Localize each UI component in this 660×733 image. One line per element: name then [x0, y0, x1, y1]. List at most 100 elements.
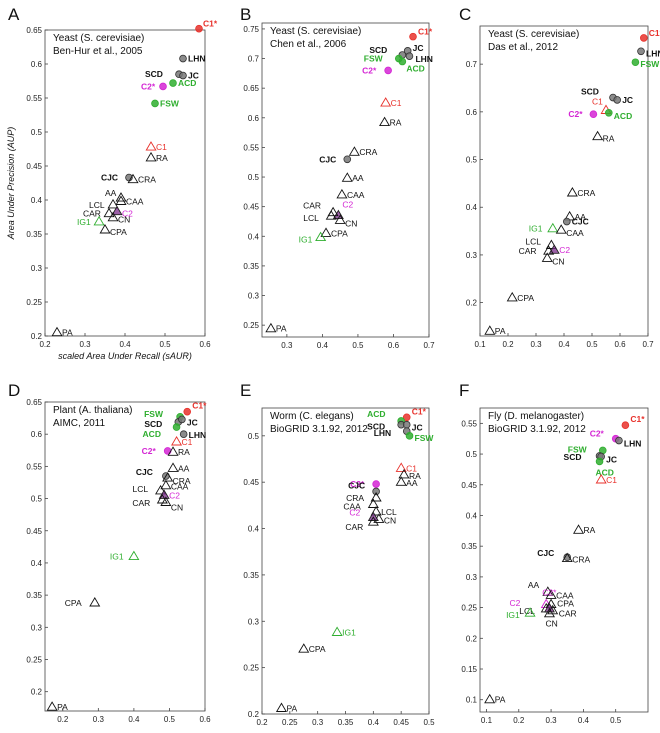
y-tick-label: 0.7 — [248, 55, 260, 64]
point-label: C2 — [169, 490, 180, 500]
point-label: CRA — [577, 188, 595, 198]
point-label: RA — [390, 118, 402, 128]
point-label: FSW — [568, 444, 588, 454]
point-label: PA — [495, 695, 506, 705]
panel-letter: D — [8, 381, 20, 400]
point-label: FSW — [640, 59, 660, 69]
panel-title: Fly (D. melanogaster) — [488, 411, 584, 422]
y-tick-label: 0.5 — [248, 432, 260, 441]
point-lcl — [370, 506, 382, 516]
point-acd — [398, 57, 407, 66]
x-tick-label: 0.5 — [423, 718, 435, 727]
panel-subtitle: BioGRID 3.1.92, 2012 — [270, 424, 368, 435]
point-label: C2* — [350, 479, 365, 489]
point-label: RA — [584, 525, 596, 535]
point-label: CAA — [347, 190, 365, 200]
y-tick-label: 0.55 — [461, 419, 477, 428]
point-label: AA — [528, 580, 540, 590]
point-c1 — [395, 462, 407, 472]
point-cjc — [372, 487, 380, 496]
panel-d: D Plant (A. thaliana) AIMC, 2011 0.2 0.3 0.4 0… — [8, 381, 211, 724]
y-tick-label: 0.4 — [248, 525, 260, 534]
point-jc — [178, 415, 186, 424]
y-tick-label: 0.4 — [31, 196, 43, 205]
point-label: JC — [606, 455, 617, 465]
x-tick-label: 0.35 — [338, 718, 354, 727]
point-acd — [604, 109, 613, 117]
point-label: C2 — [342, 200, 353, 210]
y-tick-label: 0.2 — [466, 299, 478, 308]
panel-letter: E — [240, 381, 251, 400]
point-fsw — [405, 432, 414, 440]
point-label: IG1 — [299, 234, 313, 244]
point-cn — [107, 211, 119, 222]
point-label: CN — [171, 502, 183, 512]
x-tick-label: 0.3 — [546, 716, 558, 725]
y-tick-label: 0.5 — [248, 173, 260, 182]
point-label: PA — [276, 324, 287, 334]
point-c2 — [111, 205, 123, 216]
point-label: C1 — [182, 437, 193, 447]
x-tick-label: 0.6 — [614, 340, 626, 349]
panel-title: Worm (C. elegans) — [270, 411, 354, 422]
point-label: FSW — [364, 54, 384, 64]
point-lhn — [637, 47, 645, 56]
y-tick-label: 0.3 — [466, 251, 478, 260]
point-c1 — [380, 97, 392, 107]
point-label: C1* — [630, 414, 645, 424]
y-tick-label: 0.25 — [243, 321, 259, 330]
point-label: C1 — [391, 98, 402, 108]
point-cra — [162, 472, 174, 482]
point-ra — [573, 524, 585, 534]
point-label: JC — [187, 417, 198, 427]
point-jc — [613, 96, 621, 104]
point-aa — [341, 172, 353, 182]
point-c1-star — [402, 413, 411, 422]
y-tick-label: 0.35 — [26, 591, 42, 600]
y-tick-label: 0.35 — [26, 230, 42, 239]
point-label: CRA — [572, 554, 590, 564]
point-label: ACD — [143, 429, 161, 439]
y-tick-label: 0.65 — [243, 84, 259, 93]
y-tick-label: 0.45 — [243, 478, 259, 487]
x-tick-label: 0.4 — [317, 341, 329, 350]
y-tick-label: 0.35 — [243, 571, 259, 580]
point-cjc — [562, 217, 571, 226]
y-tick-label: 0.6 — [31, 430, 43, 439]
y-tick-label: 0.55 — [26, 94, 42, 103]
point-label: ACD — [406, 64, 424, 74]
point-label: C2* — [362, 65, 377, 75]
y-tick-label: 0.2 — [466, 634, 478, 643]
point-label: LCL — [381, 507, 397, 517]
point-label: RA — [156, 153, 168, 163]
panel-letter: F — [459, 381, 469, 400]
point-label: JC — [622, 95, 633, 105]
point-pa — [275, 702, 287, 712]
point-cra — [566, 187, 578, 197]
point-ig1 — [547, 222, 559, 233]
x-tick-label: 0.4 — [578, 716, 590, 725]
point-label: C1* — [412, 406, 427, 416]
x-tick-label: 0.4 — [119, 340, 131, 349]
x-tick-label: 0.2 — [513, 716, 525, 725]
point-ig1 — [524, 607, 536, 617]
point-label: FSW — [415, 433, 435, 443]
point-label: LCL — [89, 200, 105, 210]
point-label: CAR — [83, 209, 101, 219]
point-label: CJC — [101, 173, 118, 183]
point-label: AA — [575, 212, 587, 222]
point-jc — [402, 420, 411, 429]
point-ig1 — [128, 550, 140, 561]
point-label: C2 — [349, 507, 360, 517]
point-label: CJC — [537, 548, 554, 558]
point-label: LHN — [374, 428, 391, 438]
point-acd — [172, 423, 181, 431]
point-label: CAR — [559, 609, 577, 619]
point-c2-star — [589, 110, 598, 119]
point-label: LHN — [188, 54, 205, 64]
point-caa — [555, 224, 567, 234]
x-tick-label: 0.3 — [93, 715, 105, 724]
point-label: AA — [105, 188, 117, 198]
x-axis-label: scaled Area Under Recall (sAUR) — [58, 351, 192, 361]
x-tick-label: 0.25 — [282, 718, 298, 727]
